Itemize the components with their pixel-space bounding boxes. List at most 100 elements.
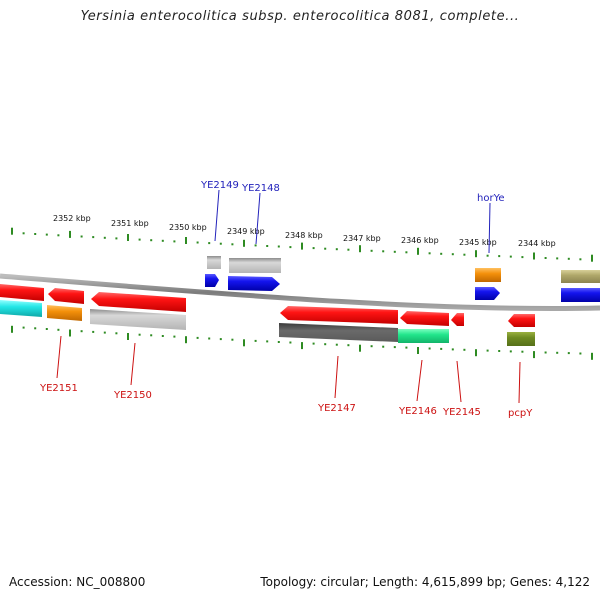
gene-feature[interactable] xyxy=(47,305,82,321)
minor-tick xyxy=(463,253,466,256)
scale-label: 2351 kbp xyxy=(111,219,149,228)
gene-feature[interactable] xyxy=(229,258,281,273)
topology-text: Topology: circular; Length: 4,615,899 bp… xyxy=(260,575,590,589)
upper-gene-labels: YE2149 YE2148 horYe xyxy=(200,180,505,254)
minor-tick xyxy=(428,347,431,350)
minor-tick xyxy=(34,327,37,330)
minor-tick xyxy=(150,239,153,242)
gene-arrow-YE2148[interactable] xyxy=(228,276,280,291)
gene-arrow-pcpY[interactable] xyxy=(508,314,535,327)
leader-line xyxy=(56,335,62,379)
minor-tick xyxy=(196,336,199,339)
major-tick xyxy=(185,336,187,344)
minor-tick xyxy=(347,248,350,251)
minor-tick xyxy=(567,257,570,260)
gene-label-YE2146[interactable]: YE2146 xyxy=(398,406,437,417)
minor-tick xyxy=(347,344,350,347)
minor-tick xyxy=(486,254,489,257)
major-tick xyxy=(533,351,535,359)
minor-tick xyxy=(103,236,106,239)
gene-arrow-YE2145[interactable] xyxy=(451,313,464,326)
minor-tick xyxy=(161,335,164,337)
gene-feature[interactable] xyxy=(279,323,398,342)
scale-label: 2350 kbp xyxy=(169,223,207,232)
minor-tick xyxy=(335,343,338,346)
minor-tick xyxy=(277,341,280,343)
major-tick xyxy=(127,234,129,241)
gene-arrow-YE2146[interactable] xyxy=(400,311,449,326)
minor-tick xyxy=(254,339,257,342)
minor-tick xyxy=(103,331,106,334)
minor-tick xyxy=(335,248,338,251)
minor-tick xyxy=(370,345,373,348)
minor-tick xyxy=(277,245,280,248)
gene-label-pcpY[interactable]: pcpY xyxy=(508,408,533,419)
major-tick xyxy=(591,254,593,262)
minor-tick xyxy=(428,252,431,255)
major-tick xyxy=(359,245,361,253)
minor-tick xyxy=(173,240,176,243)
major-tick xyxy=(185,237,187,244)
major-tick xyxy=(69,329,71,337)
scale-label: 2345 kbp xyxy=(459,238,497,247)
gene-label-YE2145[interactable]: YE2145 xyxy=(442,407,481,418)
minor-tick xyxy=(22,232,25,235)
leader-line xyxy=(488,202,491,254)
major-tick xyxy=(591,352,593,360)
major-tick xyxy=(11,325,13,333)
gene-feature[interactable] xyxy=(0,300,42,317)
gene-feature[interactable] xyxy=(207,256,221,269)
major-tick xyxy=(69,230,71,238)
gene-arrow-YE2150[interactable] xyxy=(91,292,186,312)
leader-line xyxy=(416,359,423,402)
gene-feature[interactable] xyxy=(398,329,449,343)
gene-arrow-horYe[interactable] xyxy=(475,287,500,300)
leader-line xyxy=(255,192,261,245)
scale-label: 2346 kbp xyxy=(401,236,439,245)
gene-feature[interactable] xyxy=(507,332,535,346)
minor-tick xyxy=(138,238,141,241)
gene-label-YE2148[interactable]: YE2148 xyxy=(241,183,280,194)
genome-backbone xyxy=(0,273,600,312)
gene-arrow-YE2151[interactable] xyxy=(48,288,84,304)
minor-tick xyxy=(486,349,489,352)
gene-label-YE2149[interactable]: YE2149 xyxy=(200,180,239,191)
gene-label-YE2151[interactable]: YE2151 xyxy=(39,383,78,394)
minor-tick xyxy=(254,244,257,247)
minor-tick xyxy=(509,350,512,353)
minor-tick xyxy=(92,236,95,239)
major-tick xyxy=(417,247,419,255)
minor-tick xyxy=(556,257,559,260)
minor-tick xyxy=(80,235,83,238)
gene-feature[interactable] xyxy=(561,288,600,302)
minor-tick xyxy=(556,351,559,354)
gene-label-YE2147[interactable]: YE2147 xyxy=(317,403,356,414)
major-tick xyxy=(301,242,303,250)
minor-tick xyxy=(544,257,547,259)
map-title: Yersinia enterocolitica subsp. enterocol… xyxy=(80,9,520,24)
minor-tick xyxy=(34,233,37,235)
minor-tick xyxy=(208,337,211,340)
scale-label: 2344 kbp xyxy=(518,239,556,248)
gene-arrow-red[interactable] xyxy=(0,284,44,301)
gene-arrow-YE2149[interactable] xyxy=(205,274,219,287)
leader-line xyxy=(518,361,521,404)
scale-label: 2347 kbp xyxy=(343,234,381,243)
minor-tick xyxy=(544,351,547,354)
minor-tick xyxy=(45,233,48,236)
minor-tick xyxy=(393,346,396,349)
leader-line xyxy=(214,189,220,242)
gene-arrow-YE2147[interactable] xyxy=(280,306,398,324)
upper-gene-row-inner xyxy=(205,274,600,302)
minor-tick xyxy=(219,242,222,245)
gene-label-horYe[interactable]: horYe xyxy=(477,193,505,204)
gene-label-YE2150[interactable]: YE2150 xyxy=(113,390,152,401)
major-tick xyxy=(11,227,13,235)
minor-tick xyxy=(80,330,83,333)
lower-gene-row-outer xyxy=(0,300,535,346)
gene-feature[interactable] xyxy=(90,309,186,330)
minor-tick xyxy=(57,234,60,237)
gene-feature[interactable] xyxy=(475,268,501,282)
gene-feature[interactable] xyxy=(561,270,600,283)
